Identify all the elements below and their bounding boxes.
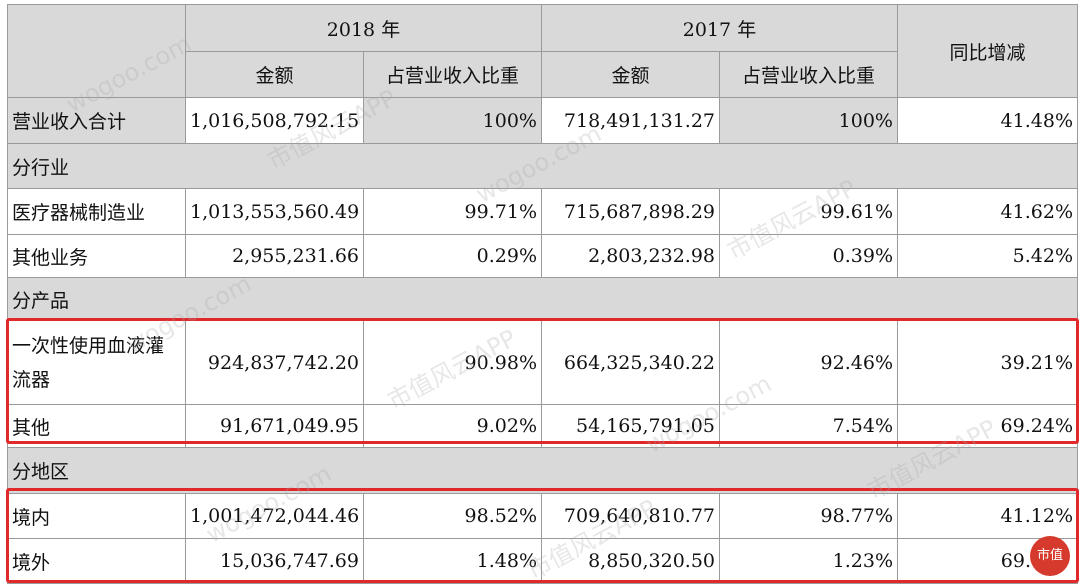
cell-amount-2017: 8,850,320.50 bbox=[541, 538, 720, 584]
row-label: 其他 bbox=[7, 404, 186, 448]
cell-share-2018: 90.98% bbox=[363, 320, 542, 405]
cell-share-2018: 100% bbox=[363, 97, 542, 144]
cell-yoy: 39.21% bbox=[897, 320, 1078, 405]
cell-amount-2017: 2,803,232.98 bbox=[541, 234, 720, 278]
row-label: 营业收入合计 bbox=[7, 97, 186, 144]
header-yoy: 同比增减 bbox=[897, 4, 1078, 98]
header-amount-2018: 金额 bbox=[185, 51, 364, 98]
cell-amount-2017: 709,640,810.77 bbox=[541, 493, 720, 539]
cell-share-2017: 99.61% bbox=[719, 188, 898, 235]
header-amount-2017: 金额 bbox=[541, 51, 720, 98]
section-row-product: 分产品 bbox=[7, 277, 1078, 321]
row-label: 其他业务 bbox=[7, 234, 186, 278]
header-2018: 2018 年 bbox=[185, 4, 542, 52]
table-row-medical: 医疗器械制造业 1,013,553,560.49 99.71% 715,687,… bbox=[7, 188, 1078, 235]
cell-share-2018: 0.29% bbox=[363, 234, 542, 278]
revenue-table: 2018 年 2017 年 同比增减 金额 占营业收入比重 金额 占营业收入比重… bbox=[7, 4, 1078, 584]
header-share-2017: 占营业收入比重 bbox=[719, 51, 898, 98]
brand-logo: 市值 bbox=[1030, 536, 1070, 576]
section-label: 分行业 bbox=[7, 143, 1078, 189]
cell-amount-2018: 1,016,508,792.15 bbox=[185, 97, 364, 144]
row-label: 境内 bbox=[7, 493, 186, 539]
row-label: 境外 bbox=[7, 538, 186, 584]
table-row-other-product: 其他 91,671,049.95 9.02% 54,165,791.05 7.5… bbox=[7, 404, 1078, 448]
cell-amount-2017: 718,491,131.27 bbox=[541, 97, 720, 144]
cell-amount-2018: 1,001,472,044.46 bbox=[185, 493, 364, 539]
table-row-other-business: 其他业务 2,955,231.66 0.29% 2,803,232.98 0.3… bbox=[7, 234, 1078, 278]
cell-share-2018: 99.71% bbox=[363, 188, 542, 235]
cell-yoy: 5.42% bbox=[897, 234, 1078, 278]
table-row-overseas: 境外 15,036,747.69 1.48% 8,850,320.50 1.23… bbox=[7, 538, 1078, 584]
cell-amount-2017: 54,165,791.05 bbox=[541, 404, 720, 448]
section-row-industry: 分行业 bbox=[7, 143, 1078, 189]
section-label: 分地区 bbox=[7, 447, 1078, 494]
cell-amount-2018: 924,837,742.20 bbox=[185, 320, 364, 405]
cell-amount-2018: 91,671,049.95 bbox=[185, 404, 364, 448]
cell-yoy: 41.12% bbox=[897, 493, 1078, 539]
table-row-domestic: 境内 1,001,472,044.46 98.52% 709,640,810.7… bbox=[7, 493, 1078, 539]
cell-amount-2018: 1,013,553,560.49 bbox=[185, 188, 364, 235]
header-2017: 2017 年 bbox=[541, 4, 898, 52]
row-label: 一次性使用血液灌流器 bbox=[7, 320, 186, 405]
cell-share-2018: 1.48% bbox=[363, 538, 542, 584]
cell-share-2017: 98.77% bbox=[719, 493, 898, 539]
header-share-2018: 占营业收入比重 bbox=[363, 51, 542, 98]
cell-share-2018: 98.52% bbox=[363, 493, 542, 539]
cell-share-2017: 1.23% bbox=[719, 538, 898, 584]
table-row-total: 营业收入合计 1,016,508,792.15 100% 718,491,131… bbox=[7, 97, 1078, 144]
section-label: 分产品 bbox=[7, 277, 1078, 321]
section-row-region: 分地区 bbox=[7, 447, 1078, 494]
row-label: 医疗器械制造业 bbox=[7, 188, 186, 235]
cell-yoy: 41.48% bbox=[897, 97, 1078, 144]
cell-amount-2017: 664,325,340.22 bbox=[541, 320, 720, 405]
cell-amount-2018: 2,955,231.66 bbox=[185, 234, 364, 278]
cell-yoy: 41.62% bbox=[897, 188, 1078, 235]
cell-share-2017: 92.46% bbox=[719, 320, 898, 405]
corner-cell bbox=[7, 4, 186, 98]
cell-amount-2018: 15,036,747.69 bbox=[185, 538, 364, 584]
cell-share-2017: 7.54% bbox=[719, 404, 898, 448]
cell-amount-2017: 715,687,898.29 bbox=[541, 188, 720, 235]
table-row-infuser: 一次性使用血液灌流器 924,837,742.20 90.98% 664,325… bbox=[7, 320, 1078, 405]
cell-share-2018: 9.02% bbox=[363, 404, 542, 448]
cell-share-2017: 100% bbox=[719, 97, 898, 144]
cell-share-2017: 0.39% bbox=[719, 234, 898, 278]
cell-yoy: 69.24% bbox=[897, 404, 1078, 448]
